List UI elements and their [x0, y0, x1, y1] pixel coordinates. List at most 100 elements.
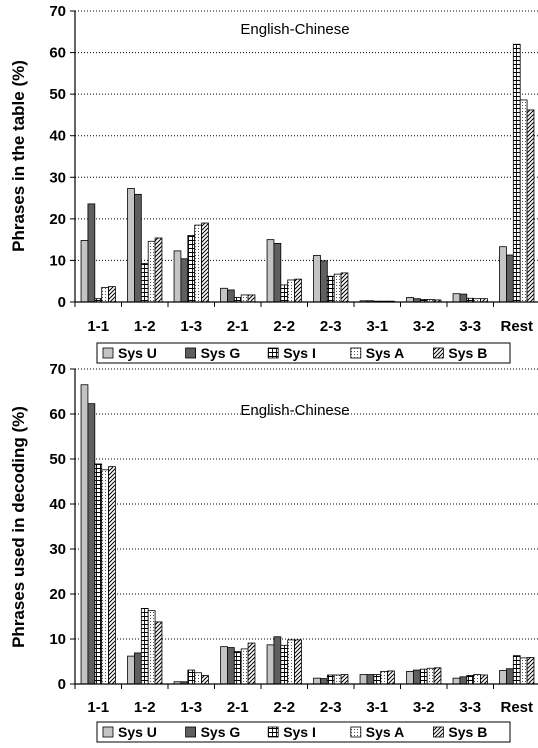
bar-sys-u — [266, 644, 275, 685]
y-tick-label: 10 — [49, 631, 66, 648]
legend-swatch — [102, 347, 114, 359]
x-tick-label: 2-3 — [320, 318, 342, 335]
bar-sys-a — [101, 287, 109, 303]
bar-sys-g — [180, 258, 189, 303]
bar-sys-a — [426, 667, 435, 685]
y-tick-label: 40 — [49, 128, 66, 145]
y-tick-label: 50 — [49, 86, 66, 103]
bar-sys-u — [499, 246, 507, 303]
bar-sys-u — [127, 655, 135, 685]
bar-sys-g — [459, 293, 468, 303]
bar-sys-i — [512, 655, 521, 685]
bar-sys-u — [220, 287, 228, 303]
bar-sys-g — [320, 260, 328, 303]
x-tick-label: 1-2 — [134, 699, 156, 716]
y-tick-label: 30 — [49, 541, 66, 558]
bar-sys-u — [220, 646, 228, 685]
bar-sys-i — [187, 235, 196, 303]
x-tick-label: 2-3 — [320, 699, 342, 716]
chart-panel-2: 0 10 20 30 40 50 60 70 1-1 1-2 1-3 2-1 2-2 2-3 3-1 3-2 3… — [9, 361, 538, 743]
bar-sys-i — [512, 43, 521, 303]
bar-sys-u — [406, 671, 414, 685]
x-tick-label: 3-3 — [459, 699, 481, 716]
bar-sys-a — [287, 639, 295, 685]
bar-sys-g — [134, 652, 142, 685]
bar-sys-g — [506, 668, 514, 685]
bar-sys-i — [187, 669, 196, 685]
bar-sys-i — [326, 674, 335, 685]
bar-sys-g — [227, 647, 235, 685]
y-tick-label: 60 — [49, 45, 66, 62]
bar-sys-u — [173, 250, 182, 303]
bar-sys-b — [201, 222, 209, 303]
y-tick-label: 70 — [49, 361, 66, 378]
legend-label: Sys U — [118, 345, 157, 361]
x-tick-label: 3-1 — [366, 699, 388, 716]
legend-label: Sys B — [448, 345, 487, 361]
bar-sys-g — [459, 676, 468, 685]
bar-sys-u — [452, 293, 461, 303]
legend-swatch — [267, 726, 279, 738]
x-tick-label: 2-1 — [227, 699, 249, 716]
bar-sys-i — [280, 644, 289, 685]
legend-swatch — [267, 347, 279, 359]
y-tick-label: 20 — [49, 586, 66, 603]
bar-sys-u — [359, 674, 368, 685]
x-tick-label: 1-1 — [87, 699, 109, 716]
bar-sys-b — [526, 657, 535, 685]
bar-sys-g — [320, 678, 328, 685]
bar-sys-i — [419, 668, 428, 685]
chart-panel-1: 0 10 20 30 40 50 60 70 1-1 1-2 1-3 2-1 2-2 2-3 3-1 3-2 3… — [9, 3, 538, 364]
bar-sys-g — [227, 289, 235, 303]
y-tick-label: 10 — [49, 252, 66, 269]
legend-swatch — [185, 726, 197, 738]
x-tick-label: 2-2 — [273, 699, 295, 716]
bar-sys-g — [273, 242, 282, 303]
bar-sys-b — [294, 639, 302, 685]
bar-sys-b — [340, 272, 349, 303]
y-tick-label: 40 — [49, 496, 66, 513]
bar-sys-i — [373, 674, 382, 685]
bar-sys-b — [526, 109, 535, 303]
x-tick-label: 3-2 — [413, 699, 435, 716]
legend-label: Sys A — [366, 345, 404, 361]
bar-sys-b — [108, 286, 116, 303]
bar-sys-i — [326, 275, 335, 303]
legend-swatch — [185, 347, 197, 359]
bar-sys-b — [480, 674, 488, 685]
bar-sys-a — [194, 672, 202, 685]
bar-sys-u — [313, 255, 321, 303]
bar-sys-b — [247, 642, 256, 685]
bar-sys-a — [194, 224, 202, 303]
legend-swatch — [350, 347, 362, 359]
y-tick-label: 0 — [58, 294, 66, 311]
x-tick-label: Rest — [500, 699, 533, 716]
legend-box — [96, 721, 511, 743]
x-tick-label: 2-2 — [273, 318, 295, 335]
bar-sys-b — [154, 621, 163, 685]
legend-box — [96, 342, 511, 364]
bar-sys-u — [452, 677, 461, 685]
bar-sys-a — [519, 99, 528, 303]
x-tick-label: 1-1 — [87, 318, 109, 335]
legend-label: Sys I — [283, 724, 316, 740]
legend-swatch — [102, 726, 114, 738]
bar-sys-i — [94, 463, 103, 685]
legend: Sys U Sys G Sys I Sys A Sys B — [96, 721, 511, 743]
bar-sys-b — [433, 667, 442, 685]
bar-sys-u — [406, 297, 414, 303]
legend-label: Sys G — [201, 345, 241, 361]
legend-swatch — [432, 347, 444, 359]
bar-sys-u — [127, 188, 135, 303]
y-tick-label: 50 — [49, 451, 66, 468]
legend: Sys U Sys G Sys I Sys A Sys B — [96, 342, 511, 364]
x-tick-label: 1-2 — [134, 318, 156, 335]
y-axis-title: Phrases in the table (%) — [9, 60, 28, 252]
bar-sys-u — [313, 677, 321, 685]
bar-sys-b — [387, 670, 395, 685]
chart-title: English-Chinese — [240, 402, 349, 419]
bar-sys-g — [273, 636, 282, 685]
bar-sys-a — [240, 648, 249, 685]
legend-label: Sys B — [448, 724, 487, 740]
